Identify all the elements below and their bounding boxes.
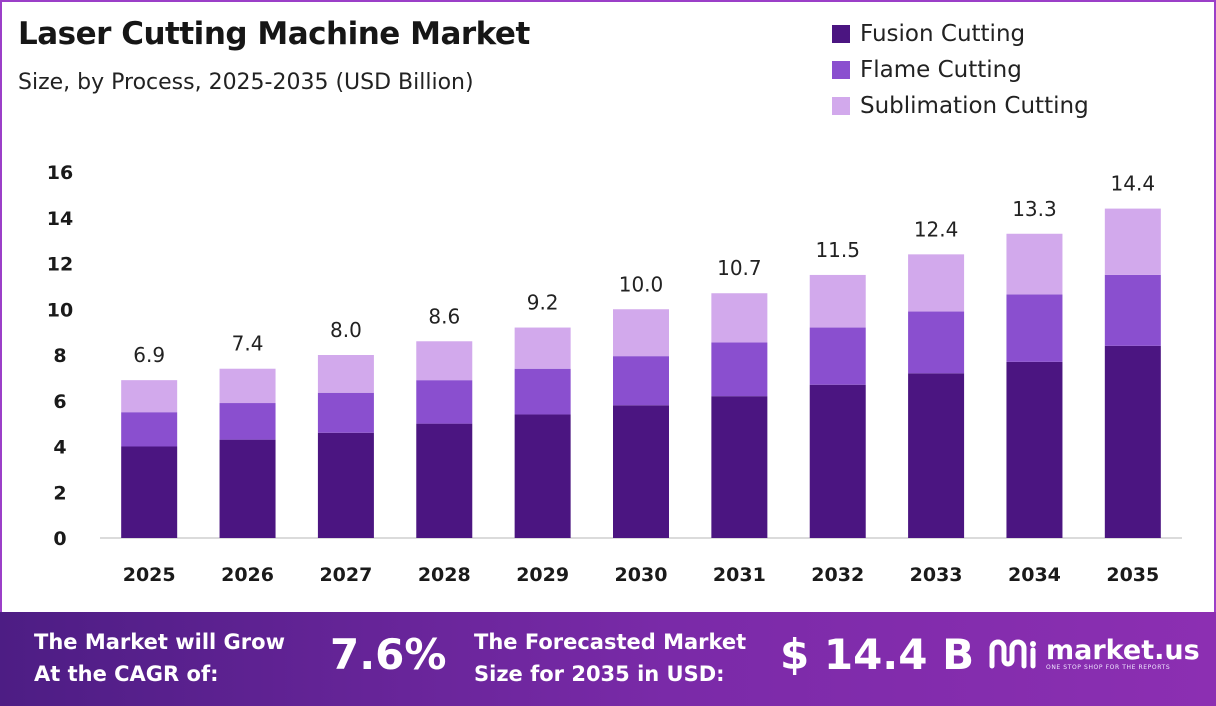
x-tick-label: 2029 <box>516 564 569 586</box>
bar-segment <box>121 446 178 538</box>
cagr-label-line2: At the CAGR of: <box>34 662 219 686</box>
bar-segment <box>809 274 866 328</box>
bar-total-label: 14.4 <box>1111 172 1156 196</box>
y-tick-label: 14 <box>47 208 73 230</box>
cagr-label-line1: The Market will Grow <box>34 630 285 654</box>
bar-segment <box>908 311 965 374</box>
legend-label-sublimation-cutting: Sublimation Cutting <box>860 93 1089 119</box>
chart-subtitle: Size, by Process, 2025-2035 (USD Billion… <box>18 70 474 95</box>
x-tick-label: 2030 <box>615 564 668 586</box>
bar-segment <box>1006 233 1063 295</box>
bar-segment <box>1104 208 1161 275</box>
market-us-logo: market.us ONE STOP SHOP FOR THE REPORTS <box>988 636 1200 672</box>
legend-item-sublimation-cutting: Sublimation Cutting <box>832 88 1089 124</box>
bar-segment <box>416 380 473 424</box>
cagr-value: 7.6% <box>330 630 447 679</box>
chart-title: Laser Cutting Machine Market <box>18 16 530 52</box>
bar-segment <box>219 439 276 538</box>
bar-segment <box>908 254 965 312</box>
logo-text: market.us <box>1046 634 1200 666</box>
bar-segment <box>1104 274 1161 346</box>
bar-segment <box>711 342 768 397</box>
bar-total-label: 12.4 <box>914 217 959 241</box>
bar-total-label: 11.5 <box>815 238 860 262</box>
bar-total-label: 7.4 <box>232 332 264 356</box>
bar-segment <box>613 405 669 538</box>
y-tick-label: 10 <box>47 299 73 321</box>
logo-tagline: ONE STOP SHOP FOR THE REPORTS <box>1046 663 1171 671</box>
forecast-label-line1: The Forecasted Market <box>474 630 747 654</box>
y-tick-label: 4 <box>53 437 66 459</box>
bar-total-label: 13.3 <box>1012 197 1057 221</box>
bar-total-label: 6.9 <box>133 343 165 367</box>
bar-segment <box>613 309 669 357</box>
bar-segment <box>514 414 571 538</box>
bar-total-label: 8.6 <box>428 304 460 328</box>
y-tick-label: 2 <box>53 482 66 504</box>
forecast-label-line2: Size for 2035 in USD: <box>474 662 725 686</box>
x-tick-label: 2025 <box>123 564 176 586</box>
bar-segment <box>514 368 571 415</box>
bar-segment <box>219 403 276 440</box>
chart-legend: Fusion Cutting Flame Cutting Sublimation… <box>832 16 1089 124</box>
y-tick-label: 8 <box>53 345 66 367</box>
bar-segment <box>317 355 374 393</box>
bar-segment <box>908 373 965 538</box>
bar-segment <box>317 392 374 433</box>
bar-total-label: 8.0 <box>330 318 362 342</box>
market-us-logo-icon <box>989 639 1036 669</box>
cagr-label: The Market will Grow At the CAGR of: <box>34 626 285 690</box>
y-tick-label: 16 <box>47 162 73 184</box>
bar-segment <box>809 327 866 385</box>
x-tick-label: 2026 <box>221 564 274 586</box>
bar-segment <box>121 412 178 447</box>
x-tick-label: 2032 <box>811 564 864 586</box>
legend-swatch-flame-cutting <box>832 61 850 79</box>
bar-total-label: 10.0 <box>619 272 664 296</box>
bar-segment <box>711 396 768 538</box>
x-tick-label: 2035 <box>1106 564 1159 586</box>
forecast-value: $ 14.4 B <box>780 630 975 679</box>
bar-total-label: 10.7 <box>717 256 762 280</box>
legend-swatch-fusion-cutting <box>832 25 850 43</box>
x-tick-label: 2028 <box>418 564 471 586</box>
x-tick-label: 2034 <box>1008 564 1061 586</box>
bar-total-label: 9.2 <box>527 291 559 315</box>
bar-segment <box>1104 345 1161 538</box>
y-tick-label: 0 <box>53 528 66 550</box>
bar-segment <box>416 423 473 538</box>
x-tick-label: 2031 <box>713 564 766 586</box>
bar-segment <box>1006 361 1063 538</box>
y-tick-label: 6 <box>53 391 66 413</box>
bar-segment <box>219 368 276 404</box>
legend-label-fusion-cutting: Fusion Cutting <box>860 21 1026 47</box>
legend-swatch-sublimation-cutting <box>832 97 850 115</box>
bar-segment <box>613 356 669 406</box>
x-tick-label: 2027 <box>319 564 372 586</box>
stacked-bar-chart: 0 2 4 6 8 10 12 14 16 6.9 2025 7.4 2026 8.0 2027 8.6 202… <box>47 162 1182 586</box>
bar-segment <box>514 327 571 369</box>
bar-segment <box>317 432 374 538</box>
legend-item-fusion-cutting: Fusion Cutting <box>832 16 1089 52</box>
x-tick-label: 2033 <box>910 564 963 586</box>
bar-segment <box>121 380 178 413</box>
summary-banner: The Market will Grow At the CAGR of: 7.6… <box>0 612 1216 706</box>
legend-item-flame-cutting: Flame Cutting <box>832 52 1089 88</box>
legend-label-flame-cutting: Flame Cutting <box>860 57 1022 83</box>
bar-segment <box>1006 294 1063 362</box>
bar-segment <box>416 341 473 381</box>
bar-segment <box>711 293 768 343</box>
forecast-label: The Forecasted Market Size for 2035 in U… <box>474 626 746 690</box>
bar-segment <box>809 384 866 538</box>
y-tick-label: 12 <box>47 254 73 276</box>
